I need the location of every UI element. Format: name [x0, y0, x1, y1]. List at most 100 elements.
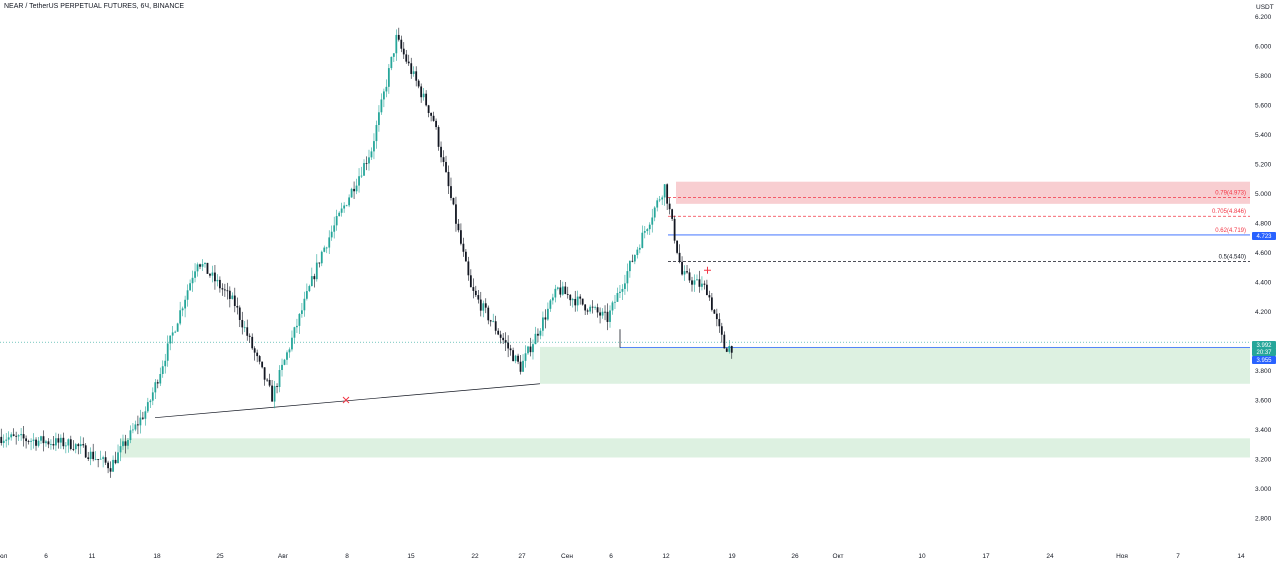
- candle-body: [469, 275, 472, 288]
- candle-body: [641, 232, 644, 248]
- y-tick-label: 3.400: [1255, 427, 1272, 434]
- plus-marker: [704, 266, 711, 274]
- candle-body: [467, 261, 470, 276]
- candle-body: [310, 276, 313, 287]
- x-tick-label: 8: [345, 553, 349, 560]
- candle-body: [117, 452, 119, 464]
- candle-body: [591, 306, 594, 308]
- candle-body: [10, 434, 13, 438]
- candle-body: [514, 355, 517, 362]
- candle-body: [450, 186, 452, 198]
- candle-body: [186, 290, 189, 300]
- candle-body: [425, 93, 428, 106]
- candle-body: [556, 287, 559, 289]
- candle-body: [609, 310, 611, 322]
- candle-body: [52, 444, 55, 446]
- candle-body: [223, 289, 226, 291]
- candle-body: [89, 451, 92, 459]
- candle-body: [7, 437, 10, 440]
- x-tick-label: 10: [918, 553, 926, 560]
- candle-body: [497, 330, 500, 335]
- x-tick-label: Ноя: [1116, 553, 1128, 560]
- candle-body: [72, 448, 75, 450]
- candle-body: [308, 286, 311, 292]
- candle-body: [20, 434, 23, 436]
- candle-body: [385, 86, 388, 92]
- candle-body: [407, 61, 410, 64]
- x-tick-label: 22: [471, 553, 479, 560]
- candle-body: [268, 379, 271, 386]
- candle-body: [479, 299, 482, 311]
- candle-body: [166, 343, 169, 361]
- candle-body: [251, 336, 254, 349]
- y-tick-label: 4.400: [1255, 280, 1272, 287]
- candle-body: [204, 262, 206, 265]
- candle-body: [169, 335, 172, 344]
- candle-body: [611, 302, 614, 311]
- price-badge: [1252, 348, 1276, 356]
- candle-body: [228, 290, 231, 299]
- candle-body: [87, 457, 90, 459]
- candle-body: [405, 54, 408, 62]
- candle-body: [551, 297, 554, 301]
- candle-body: [651, 217, 654, 225]
- candle-body: [368, 157, 370, 164]
- fib-level-label: 0.705(4.846): [1212, 209, 1246, 215]
- candle-body: [452, 197, 455, 205]
- y-tick-label: 4.800: [1255, 221, 1272, 228]
- candle-body: [688, 272, 691, 281]
- candle-body: [159, 374, 162, 384]
- candle-body: [410, 63, 413, 74]
- candle-body: [569, 294, 572, 301]
- candle-body: [494, 321, 497, 331]
- candle-body: [241, 319, 244, 328]
- candle-body: [181, 308, 184, 311]
- candle-body: [392, 53, 395, 57]
- candle-body: [258, 356, 261, 362]
- candle-body: [47, 441, 50, 445]
- candle-body: [174, 331, 177, 333]
- x-tick-label: 19: [728, 553, 736, 560]
- candle-body: [184, 299, 187, 309]
- x-tick-label: Окт: [833, 553, 844, 560]
- candle-body: [561, 286, 564, 295]
- candle-body: [114, 459, 117, 464]
- cross-marker: [342, 396, 350, 404]
- candle-body: [643, 231, 646, 233]
- candle-body: [668, 203, 671, 210]
- candle-body: [489, 320, 492, 322]
- price-badge-label: 20:37: [1256, 350, 1272, 356]
- fib-level-label: 0.62(4.719): [1215, 228, 1246, 234]
- candle-body: [706, 284, 708, 296]
- zone-demand: [120, 438, 1250, 458]
- candle-body: [417, 80, 420, 87]
- candle-body: [57, 438, 60, 443]
- candle-body: [196, 264, 199, 272]
- candle-body: [447, 171, 450, 187]
- x-tick-label: 27: [518, 553, 526, 560]
- candle-body: [119, 446, 122, 453]
- y-tick-label: 4.200: [1255, 309, 1272, 316]
- candle-body: [696, 279, 698, 281]
- candle-body: [209, 273, 211, 276]
- candle-body: [238, 307, 241, 320]
- y-tick-label: 2.800: [1255, 516, 1272, 523]
- candle-body: [435, 120, 437, 128]
- candle-body: [683, 271, 686, 275]
- candle-body: [412, 71, 415, 74]
- candle-body: [358, 176, 360, 186]
- candle-body: [619, 291, 621, 294]
- candle-body: [243, 327, 246, 329]
- candle-body: [621, 288, 624, 292]
- candle-body: [62, 437, 65, 447]
- candle-body: [589, 306, 592, 312]
- candle-body: [574, 298, 577, 306]
- candle-body: [519, 361, 522, 372]
- candle-body: [380, 99, 383, 113]
- candle-body: [693, 280, 696, 285]
- candle-body: [723, 334, 726, 349]
- candle-body: [708, 295, 711, 298]
- candle-body: [564, 286, 567, 295]
